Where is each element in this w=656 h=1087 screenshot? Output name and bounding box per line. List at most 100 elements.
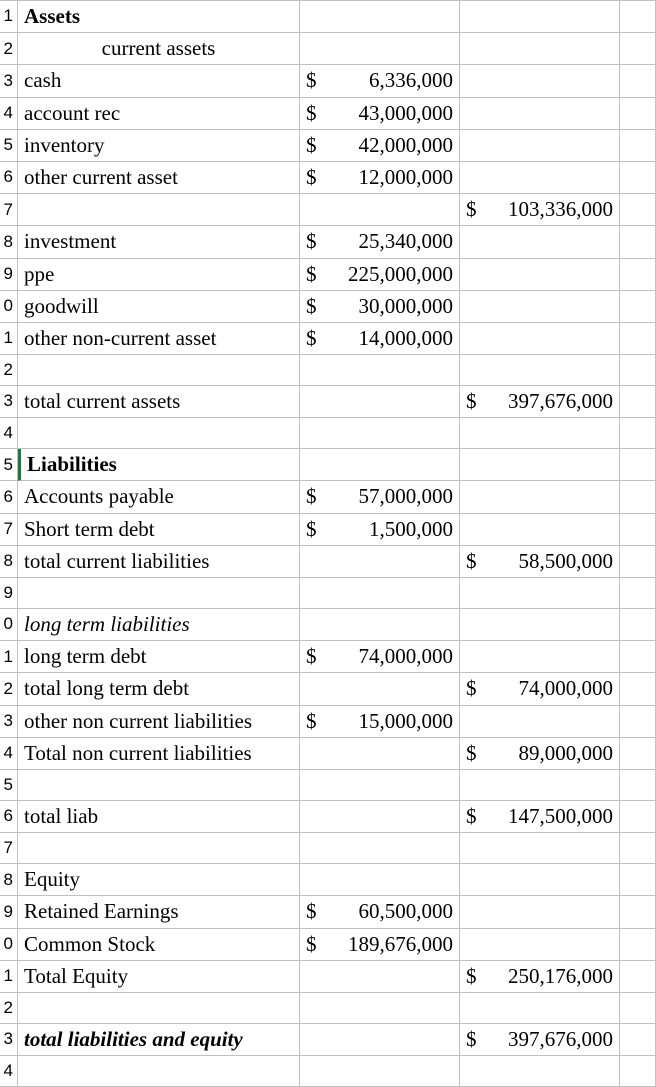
row-header[interactable]: 9 xyxy=(0,578,18,609)
cell-empty[interactable] xyxy=(620,864,656,896)
cell-label[interactable]: ppe xyxy=(18,259,300,291)
row-header[interactable]: 1 xyxy=(0,961,18,993)
cell-amount-d[interactable] xyxy=(460,162,620,194)
cell-empty[interactable] xyxy=(620,673,656,705)
cell-label[interactable]: Total non current liabilities xyxy=(18,738,300,770)
row-header[interactable]: 8 xyxy=(0,546,18,578)
row-header[interactable]: 2 xyxy=(0,993,18,1024)
cell-amount-d[interactable] xyxy=(460,98,620,130)
cell-amount-d[interactable] xyxy=(460,226,620,258)
cell-amount-d[interactable]: $89,000,000 xyxy=(460,738,620,770)
cell-amount-c[interactable] xyxy=(300,961,460,993)
cell-label[interactable]: other non-current asset xyxy=(18,323,300,355)
cell-amount-c[interactable] xyxy=(300,546,460,578)
cell-amount-c[interactable]: $225,000,000 xyxy=(300,259,460,291)
cell-empty[interactable] xyxy=(620,418,656,449)
row-header[interactable]: 6 xyxy=(0,801,18,833)
cell-empty[interactable] xyxy=(620,546,656,578)
cell-amount-d[interactable] xyxy=(460,706,620,738)
cell-label[interactable]: Assets xyxy=(18,0,300,33)
cell-empty[interactable] xyxy=(620,162,656,194)
cell-amount-c[interactable] xyxy=(300,738,460,770)
cell-amount-c[interactable] xyxy=(300,33,460,65)
row-header[interactable]: 1 xyxy=(0,641,18,673)
cell-amount-d[interactable] xyxy=(460,418,620,449)
cell-amount-c[interactable] xyxy=(300,418,460,449)
cell-amount-c[interactable] xyxy=(300,1056,460,1087)
cell-label[interactable]: other non current liabilities xyxy=(18,706,300,738)
cell-amount-c[interactable] xyxy=(300,833,460,864)
cell-empty[interactable] xyxy=(620,65,656,97)
cell-amount-c[interactable] xyxy=(300,0,460,33)
cell-label[interactable]: total liab xyxy=(18,801,300,833)
cell-label[interactable]: current assets xyxy=(18,33,300,65)
cell-amount-c[interactable]: $57,000,000 xyxy=(300,481,460,513)
cell-amount-d[interactable] xyxy=(460,355,620,386)
cell-amount-c[interactable] xyxy=(300,578,460,609)
cell-amount-d[interactable]: $397,676,000 xyxy=(460,386,620,418)
cell-label[interactable] xyxy=(18,833,300,864)
cell-label[interactable]: cash xyxy=(18,65,300,97)
cell-amount-c[interactable] xyxy=(300,609,460,641)
cell-amount-d[interactable] xyxy=(460,33,620,65)
cell-amount-d[interactable] xyxy=(460,323,620,355)
cell-label[interactable] xyxy=(18,1056,300,1087)
cell-label[interactable]: long term liabilities xyxy=(18,609,300,641)
cell-amount-d[interactable] xyxy=(460,609,620,641)
cell-label[interactable] xyxy=(18,194,300,226)
cell-amount-c[interactable] xyxy=(300,801,460,833)
cell-label[interactable] xyxy=(18,993,300,1024)
cell-empty[interactable] xyxy=(620,98,656,130)
cell-amount-d[interactable] xyxy=(460,578,620,609)
cell-empty[interactable] xyxy=(620,609,656,641)
row-header[interactable]: 2 xyxy=(0,673,18,705)
cell-amount-d[interactable] xyxy=(460,833,620,864)
cell-amount-c[interactable]: $1,500,000 xyxy=(300,514,460,546)
cell-label[interactable]: Liabilities xyxy=(18,449,300,481)
cell-empty[interactable] xyxy=(620,993,656,1024)
cell-amount-d[interactable]: $103,336,000 xyxy=(460,194,620,226)
row-header[interactable]: 0 xyxy=(0,291,18,323)
cell-empty[interactable] xyxy=(620,386,656,418)
cell-label[interactable] xyxy=(18,418,300,449)
cell-label[interactable]: Retained Earnings xyxy=(18,896,300,928)
cell-empty[interactable] xyxy=(620,1024,656,1056)
cell-label[interactable]: long term debt xyxy=(18,641,300,673)
row-header[interactable]: 5 xyxy=(0,449,18,481)
row-header[interactable]: 2 xyxy=(0,33,18,65)
cell-amount-c[interactable] xyxy=(300,1024,460,1056)
cell-empty[interactable] xyxy=(620,0,656,33)
cell-empty[interactable] xyxy=(620,706,656,738)
cell-label[interactable]: goodwill xyxy=(18,291,300,323)
row-header[interactable]: 4 xyxy=(0,98,18,130)
cell-amount-c[interactable]: $42,000,000 xyxy=(300,130,460,162)
cell-amount-c[interactable]: $30,000,000 xyxy=(300,291,460,323)
cell-label[interactable]: Short term debt xyxy=(18,514,300,546)
cell-empty[interactable] xyxy=(620,194,656,226)
cell-amount-c[interactable] xyxy=(300,673,460,705)
cell-label[interactable]: inventory xyxy=(18,130,300,162)
row-header[interactable]: 6 xyxy=(0,481,18,513)
cell-label[interactable] xyxy=(18,355,300,386)
cell-label[interactable]: account rec xyxy=(18,98,300,130)
cell-amount-d[interactable]: $250,176,000 xyxy=(460,961,620,993)
cell-amount-c[interactable]: $43,000,000 xyxy=(300,98,460,130)
cell-empty[interactable] xyxy=(620,801,656,833)
cell-amount-c[interactable] xyxy=(300,386,460,418)
row-header[interactable]: 1 xyxy=(0,323,18,355)
cell-empty[interactable] xyxy=(620,291,656,323)
cell-empty[interactable] xyxy=(620,226,656,258)
row-header[interactable]: 1 xyxy=(0,0,18,33)
cell-amount-d[interactable] xyxy=(460,449,620,481)
cell-empty[interactable] xyxy=(620,259,656,291)
cell-amount-d[interactable] xyxy=(460,514,620,546)
cell-empty[interactable] xyxy=(620,770,656,801)
cell-amount-d[interactable] xyxy=(460,259,620,291)
cell-label[interactable]: Common Stock xyxy=(18,929,300,961)
cell-amount-d[interactable]: $147,500,000 xyxy=(460,801,620,833)
cell-empty[interactable] xyxy=(620,738,656,770)
row-header[interactable]: 0 xyxy=(0,609,18,641)
cell-amount-c[interactable] xyxy=(300,864,460,896)
cell-amount-d[interactable] xyxy=(460,130,620,162)
cell-amount-d[interactable]: $397,676,000 xyxy=(460,1024,620,1056)
